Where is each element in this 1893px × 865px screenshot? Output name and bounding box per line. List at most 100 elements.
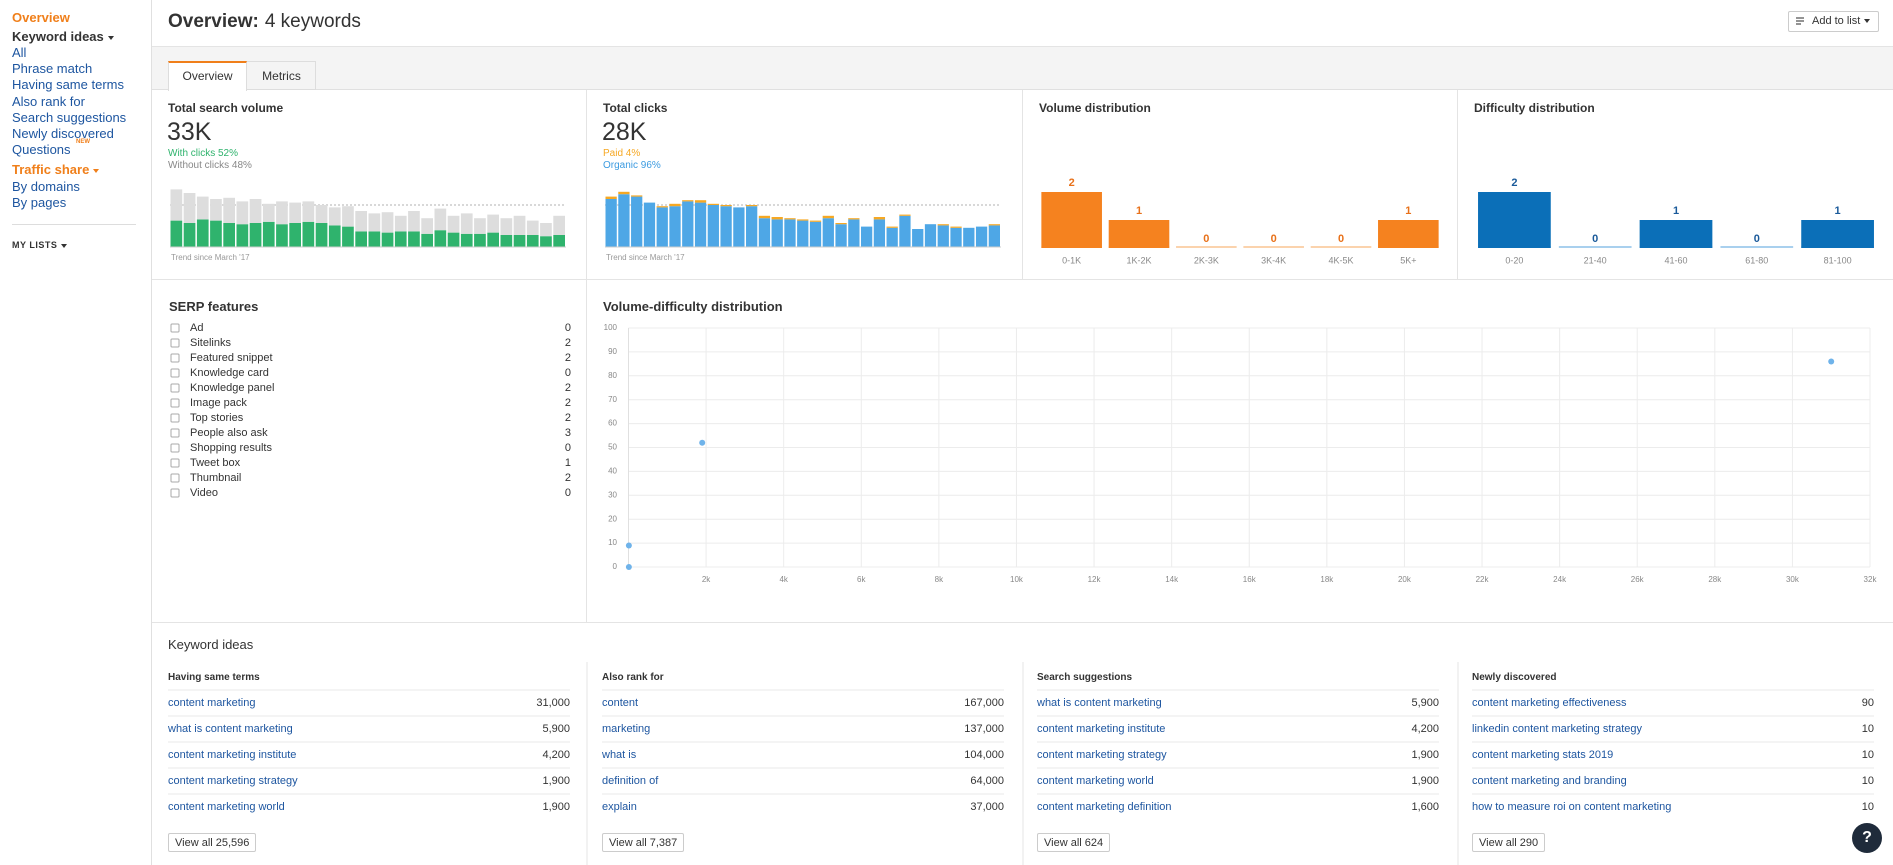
nav-link[interactable]: Newly discovered (12, 126, 114, 141)
help-label[interactable]: ? (1862, 829, 1872, 846)
x-tick-label: 26k (1631, 575, 1645, 584)
keyword-link[interactable]: content marketing effectiveness (1472, 697, 1627, 709)
button-label[interactable]: Add to list (1812, 13, 1870, 29)
nav-link[interactable]: All (12, 45, 27, 60)
nav-link[interactable]: By domains (12, 179, 80, 194)
trend-bar (342, 226, 354, 247)
trend-bar (196, 196, 209, 220)
tab[interactable] (247, 61, 316, 90)
trend-bar (447, 215, 460, 233)
keyword-link[interactable]: how to measure roi on content marketing (1472, 801, 1672, 813)
view-all-button[interactable]: View all 7,387 (602, 833, 685, 852)
keyword-link[interactable]: marketing (602, 723, 651, 735)
keyword-link[interactable]: definition of (602, 775, 659, 787)
bar (1378, 220, 1439, 248)
keyword-link[interactable]: what is (602, 749, 637, 761)
tab-label[interactable]: Overview (182, 69, 233, 83)
help-button[interactable] (1852, 823, 1882, 853)
keyword-link[interactable]: content marketing world (1037, 775, 1154, 787)
feature-count: 2 (565, 472, 571, 484)
x-tick-label: 6k (857, 575, 866, 584)
keyword-link[interactable]: content marketing (168, 697, 256, 709)
trend-bar (771, 217, 783, 220)
nav-item[interactable]: Overview (12, 10, 70, 25)
trend-bar (707, 205, 719, 247)
trend-bar (669, 206, 681, 247)
feature-icon (170, 428, 180, 438)
keyword-link[interactable]: explain (602, 801, 637, 813)
nav-link[interactable]: By pages (12, 195, 67, 211)
trend-bar (328, 207, 341, 226)
trend-bar (848, 218, 860, 220)
button[interactable] (1788, 11, 1879, 32)
trend-bar (784, 219, 796, 247)
keyword-link[interactable]: linkedin content marketing strategy (1472, 723, 1642, 735)
y-tick-label: 70 (608, 395, 617, 404)
nav-link[interactable]: Questions (12, 142, 71, 158)
feature-icon (170, 353, 180, 363)
keyword-link[interactable]: content marketing and branding (1472, 775, 1627, 787)
trend-bar (170, 220, 183, 247)
y-tick-label: 10 (608, 538, 617, 547)
nav-group[interactable]: MY LISTS (12, 237, 67, 253)
section-title: Keyword ideas (168, 637, 254, 652)
tab[interactable] (168, 61, 247, 91)
keyword-link[interactable]: content marketing definition (1037, 801, 1172, 813)
x-tick-label: 32k (1864, 575, 1878, 584)
keyword-link[interactable]: content marketing world (168, 801, 285, 813)
trend-bar (276, 224, 288, 247)
trend-bar (487, 232, 499, 247)
keyword-volume: 1,900 (542, 801, 570, 813)
value-label: 0 (1271, 233, 1277, 245)
feature-name: Top stories (190, 412, 244, 424)
nav-link[interactable]: Phrase match (12, 61, 93, 77)
y-tick-label: 40 (608, 467, 617, 476)
trend-bar (694, 200, 707, 203)
view-all-button[interactable]: View all 624 (1037, 833, 1111, 852)
nav-link[interactable]: Having same terms (12, 77, 124, 93)
keyword-link[interactable]: content (602, 697, 639, 709)
view-all-button[interactable]: View all 290 (1472, 833, 1546, 852)
x-tick-label: 12k (1088, 575, 1102, 584)
y-tick-label: 80 (608, 371, 617, 380)
trend-bar (526, 220, 539, 235)
keyword-link[interactable]: what is content marketing (1037, 697, 1162, 709)
x-tick-label: 20k (1398, 575, 1412, 584)
keyword-link[interactable]: content marketing strategy (1037, 749, 1167, 761)
card (1458, 90, 1893, 280)
view-all-button[interactable]: View all 25,596 (168, 833, 257, 852)
nav-group[interactable]: Keyword ideas (12, 29, 114, 45)
keyword-volume: 10 (1861, 775, 1874, 787)
nav-group[interactable]: Traffic share (12, 162, 99, 178)
trend-bar (988, 224, 1000, 226)
trend-bar (809, 221, 822, 247)
keyword-link[interactable]: content marketing stats 2019 (1472, 749, 1614, 761)
keyword-link[interactable]: content marketing strategy (168, 775, 298, 787)
sidebar (0, 0, 152, 865)
trend-bar (368, 231, 381, 247)
feature-name: Thumbnail (190, 472, 241, 484)
trend-bar (822, 218, 834, 247)
trend-bar (924, 224, 937, 247)
keyword-volume: 167,000 (964, 697, 1004, 709)
nav-link[interactable]: Search suggestions (12, 109, 127, 125)
category-label: 61-80 (1745, 255, 1768, 265)
keyword-link[interactable]: content marketing institute (1037, 723, 1166, 735)
nav-link[interactable]: Also rank for (12, 93, 85, 109)
keyword-link[interactable]: content marketing institute (168, 749, 297, 761)
trend-bar (289, 223, 301, 247)
trend-label: Trend since March '17 (606, 253, 685, 262)
keyword-link[interactable]: what is content marketing (168, 723, 293, 735)
trend-bar (460, 233, 473, 247)
tab-label[interactable]: Metrics (262, 69, 301, 83)
y-tick-label: 50 (608, 443, 617, 452)
trend-bar (513, 235, 526, 247)
trend-bar (733, 207, 745, 247)
feature-icon (170, 413, 180, 423)
trend-bar (631, 196, 643, 247)
trend-bar (183, 223, 196, 247)
trend-bar (460, 213, 473, 234)
trend-bar (758, 215, 771, 219)
category-label: 0-1K (1062, 255, 1081, 265)
trend-bar (421, 233, 433, 247)
